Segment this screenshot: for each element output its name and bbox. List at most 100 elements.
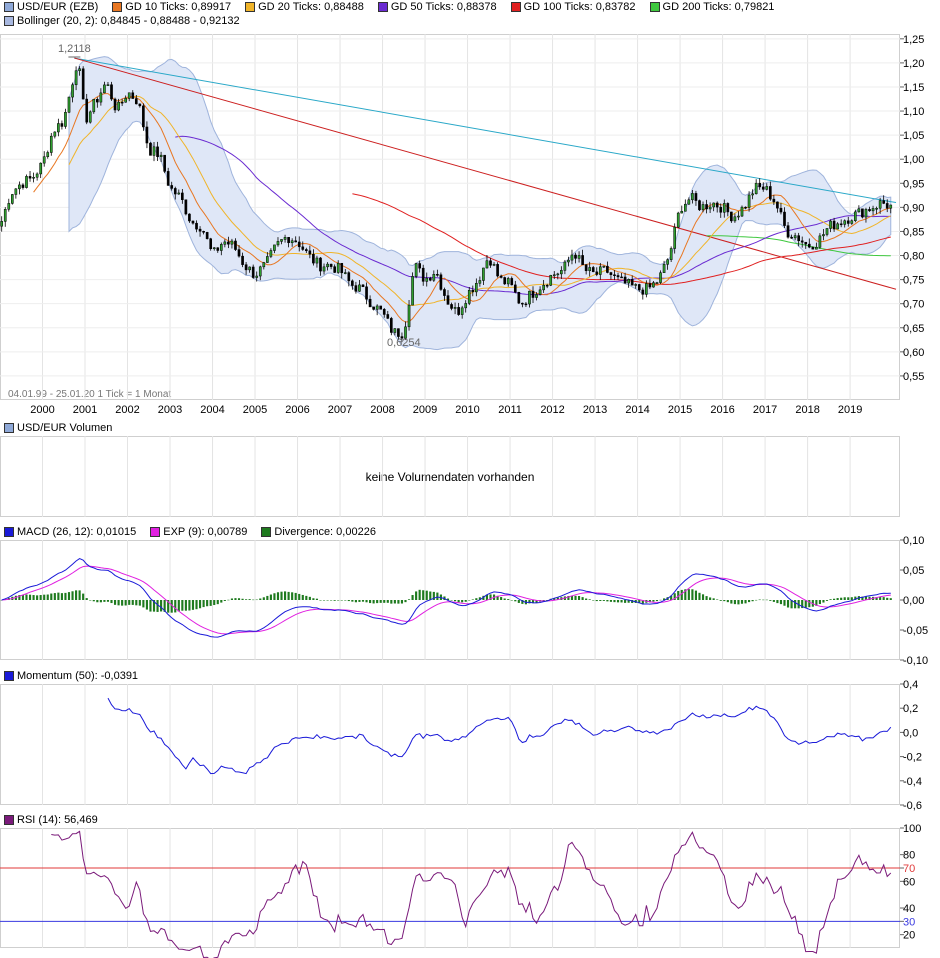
macd-histogram-bar — [507, 599, 510, 600]
candle-down — [216, 247, 220, 251]
y-tick-label: 1,25 — [903, 34, 924, 46]
macd-histogram-bar — [436, 592, 439, 600]
x-tick-label: 2002 — [115, 404, 139, 416]
candle-up — [425, 277, 429, 282]
macd-histogram-bar — [698, 592, 701, 600]
macd-histogram-bar — [117, 600, 120, 606]
candle-up — [747, 194, 751, 208]
macd-legend-swatch — [261, 527, 272, 537]
macd-histogram-bar — [776, 600, 779, 604]
macd-histogram-bar — [135, 600, 138, 606]
x-tick-label: 2003 — [158, 404, 182, 416]
macd-histogram-bar — [638, 600, 641, 604]
macd-histogram-bar — [740, 600, 744, 604]
x-tick-label: 2001 — [73, 404, 97, 416]
candle-up — [538, 289, 542, 295]
low-annotation: 0,6254 — [387, 337, 421, 349]
macd-histogram-bar — [266, 595, 269, 600]
macd-histogram-bar — [662, 598, 666, 600]
macd-histogram-bar — [57, 592, 60, 600]
main-legend-swatch — [4, 2, 14, 12]
candle-down — [428, 277, 432, 281]
main-legend-swatch — [510, 2, 521, 12]
macd-histogram-bar — [531, 600, 535, 604]
macd-histogram-bar — [503, 598, 506, 600]
candle-up — [563, 261, 567, 271]
candle-up — [683, 203, 687, 212]
macd-histogram-bar — [170, 600, 173, 613]
macd-histogram-bar — [875, 597, 878, 600]
macd-histogram-bar — [521, 600, 524, 604]
candle-up — [542, 284, 545, 291]
candle-down — [227, 241, 230, 245]
macd-histogram-bar — [701, 594, 705, 600]
macd-histogram-bar — [606, 600, 609, 602]
candle-down — [166, 171, 170, 186]
candle-up — [88, 111, 92, 123]
main-legend-swatch — [649, 2, 660, 12]
rsi-line — [51, 830, 892, 958]
macd-histogram-bar — [471, 599, 474, 600]
macd-histogram-bar — [751, 600, 754, 602]
macd-histogram-bar — [808, 600, 811, 608]
momentum-y-tick-label: -0,2 — [903, 752, 922, 764]
candle-down — [329, 263, 333, 267]
macd-histogram-bar — [425, 590, 428, 600]
candle-up — [708, 206, 712, 210]
macd-histogram-bar — [25, 594, 28, 600]
candle-down — [149, 142, 152, 156]
candle-down — [761, 186, 765, 190]
candle-down — [188, 213, 191, 222]
macd-histogram-bar — [854, 596, 857, 600]
macd-histogram-bar — [840, 597, 843, 600]
macd-y-tick-label: -0,10 — [903, 655, 928, 667]
candle-down — [244, 264, 248, 271]
candle-up — [556, 273, 560, 276]
candle-up — [652, 282, 655, 288]
candle-up — [751, 193, 754, 196]
candle-up — [825, 228, 829, 235]
macd-histogram-bar — [769, 600, 772, 601]
candle-up — [528, 290, 531, 305]
macd-histogram-bar — [386, 600, 389, 603]
candle-up — [475, 283, 478, 293]
x-tick-label: 2011 — [498, 404, 522, 416]
macd-histogram-bar — [145, 600, 148, 610]
macd-histogram-bar — [592, 600, 595, 601]
candle-up — [315, 257, 319, 264]
macd-histogram-bar — [337, 600, 340, 601]
macd-histogram-bar — [142, 600, 145, 608]
macd-histogram-bar — [542, 600, 545, 601]
y-tick-label: 1,05 — [903, 130, 924, 142]
candle-down — [861, 208, 864, 218]
candle-down — [882, 200, 885, 204]
candle-up — [549, 275, 553, 286]
candle-down — [503, 277, 506, 285]
macd-histogram-bar — [383, 600, 386, 603]
macd-histogram-bar — [595, 600, 598, 602]
candle-up — [375, 305, 379, 310]
macd-histogram-bar — [0, 600, 3, 601]
macd-histogram-bar — [248, 599, 251, 600]
candle-up — [662, 264, 666, 273]
macd-histogram-bar — [705, 596, 708, 600]
macd-histogram-bar — [78, 590, 81, 600]
macd-signal-line — [1, 565, 891, 635]
candle-up — [506, 278, 510, 285]
candle-up — [687, 199, 691, 205]
macd-legend-item: Divergence: 0,00226 — [261, 526, 376, 538]
candle-up — [733, 216, 737, 222]
y-tick-label: 0,55 — [903, 371, 924, 383]
candle-down — [301, 246, 305, 250]
macd-histogram-bar — [850, 597, 853, 600]
candle-down — [513, 284, 517, 293]
macd-histogram-bar — [407, 599, 411, 600]
macd-histogram-bar — [220, 600, 223, 603]
candle-down — [287, 237, 290, 244]
candle-down — [637, 284, 641, 291]
candle-down — [312, 253, 315, 264]
macd-histogram-bar — [404, 600, 407, 603]
macd-histogram-bar — [369, 600, 372, 604]
candle-down — [790, 236, 793, 239]
main-legend-label: USD/EUR (EZB) — [17, 1, 99, 13]
